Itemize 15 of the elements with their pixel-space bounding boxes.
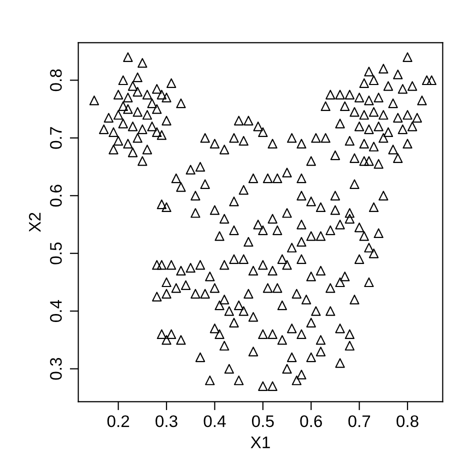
- x-tick-label: 0.5: [252, 415, 274, 428]
- y-tick-label: 0.7: [50, 127, 62, 149]
- x-tick-label: 0.2: [107, 415, 130, 428]
- y-tick-label: 0.5: [50, 242, 62, 264]
- y-tick-label: 0.8: [50, 69, 62, 92]
- x-tick-label: 0.4: [204, 415, 226, 428]
- y-tick-label: 0.4: [50, 300, 62, 322]
- y-tick-label: 0.3: [50, 358, 62, 380]
- x-tick-label: 0.7: [348, 415, 370, 428]
- x-tick-label: 0.8: [396, 415, 418, 428]
- x-tick-label: 0.3: [156, 415, 178, 428]
- y-axis-title: X2: [28, 212, 41, 232]
- x-axis-title: X1: [250, 436, 270, 448]
- x-tick-label: 0.6: [300, 415, 322, 428]
- y-tick-label: 0.6: [50, 184, 62, 207]
